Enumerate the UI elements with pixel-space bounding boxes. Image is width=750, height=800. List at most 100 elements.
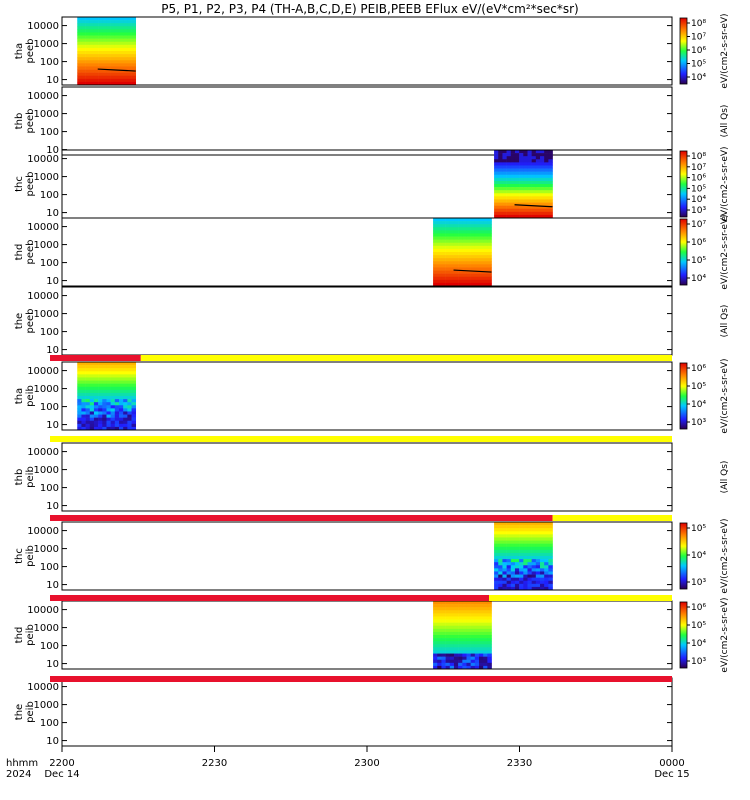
y-tick-label: 10000 bbox=[27, 291, 59, 302]
heatmap-cell bbox=[110, 69, 116, 73]
heatmap-cell bbox=[110, 374, 116, 378]
heatmap-cell bbox=[453, 218, 459, 222]
heatmap-cell bbox=[98, 423, 103, 428]
heatmap-cell bbox=[479, 616, 484, 620]
heatmap-cell bbox=[449, 248, 455, 253]
heatmap-cell bbox=[523, 549, 528, 554]
heatmap-cell bbox=[458, 264, 463, 268]
heatmap-cell bbox=[102, 60, 107, 64]
colorbar-tick-label: 10⁶ bbox=[691, 603, 706, 613]
heatmap-cell bbox=[540, 574, 545, 578]
heatmap-cell bbox=[110, 420, 116, 425]
heatmap-cell bbox=[106, 23, 111, 27]
heatmap-cell bbox=[437, 245, 442, 250]
heatmap-cell bbox=[445, 601, 451, 605]
heatmap-cell bbox=[437, 650, 442, 654]
heatmap-cell bbox=[510, 184, 516, 188]
heatmap-cell bbox=[462, 252, 467, 256]
heatmap-cell bbox=[449, 607, 455, 611]
heatmap-cell bbox=[531, 525, 537, 529]
heatmap-cell bbox=[519, 156, 524, 160]
heatmap-cell bbox=[479, 218, 484, 222]
heatmap-cell bbox=[544, 190, 549, 194]
heatmap-cell bbox=[445, 619, 451, 623]
heatmap-cell bbox=[474, 628, 480, 633]
heatmap-cell bbox=[127, 392, 132, 397]
heatmap-cell bbox=[498, 568, 503, 572]
heatmap-cell bbox=[540, 571, 545, 575]
heatmap-cell bbox=[483, 264, 488, 268]
heatmap-cell bbox=[470, 279, 476, 284]
heatmap-cell bbox=[514, 556, 520, 560]
heatmap-cell bbox=[483, 261, 488, 265]
heatmap-cell bbox=[123, 38, 128, 43]
heatmap-cell bbox=[470, 252, 476, 256]
heatmap-cell bbox=[483, 638, 488, 642]
heatmap-cell bbox=[437, 638, 442, 642]
heatmap-cell bbox=[119, 414, 124, 418]
heatmap-cell bbox=[437, 613, 442, 617]
heatmap-cell bbox=[514, 522, 520, 526]
heatmap-cell bbox=[462, 245, 467, 250]
heatmap-cell bbox=[110, 417, 116, 422]
heatmap-cell bbox=[110, 396, 116, 400]
heatmap-cell bbox=[81, 66, 86, 70]
panel-label-product: peib bbox=[25, 466, 36, 488]
heatmap-cell bbox=[441, 252, 446, 256]
heatmap-cell bbox=[106, 32, 111, 36]
heatmap-cell bbox=[502, 552, 507, 557]
heatmap-cell bbox=[127, 38, 132, 43]
heatmap-cell bbox=[106, 405, 111, 409]
heatmap-cell bbox=[506, 583, 512, 588]
heatmap-cell bbox=[445, 270, 451, 274]
heatmap-cell bbox=[102, 423, 107, 428]
heatmap-cell bbox=[119, 57, 124, 61]
heatmap-cell bbox=[535, 534, 541, 538]
heatmap-thd-peeb bbox=[433, 218, 492, 287]
heatmap-cell bbox=[514, 546, 520, 551]
heatmap-cell bbox=[123, 54, 128, 58]
heatmap-cell bbox=[102, 380, 107, 384]
heatmap-cell bbox=[85, 26, 91, 30]
heatmap-cell bbox=[433, 641, 438, 645]
heatmap-cell bbox=[510, 565, 516, 569]
heatmap-cell bbox=[123, 389, 128, 394]
heatmap-cell bbox=[98, 417, 103, 422]
heatmap-cell bbox=[102, 411, 107, 415]
colorbar-tick-label: 10⁸ bbox=[691, 152, 706, 162]
heatmap-cell bbox=[535, 211, 541, 216]
heatmap-cell bbox=[110, 408, 116, 412]
heatmap-cell bbox=[498, 162, 503, 166]
heatmap-cell bbox=[498, 552, 503, 557]
heatmap-cell bbox=[535, 180, 541, 185]
heatmap-cell bbox=[548, 543, 553, 548]
heatmap-cell bbox=[449, 644, 455, 648]
heatmap-cell bbox=[519, 565, 524, 569]
heatmap-cell bbox=[89, 368, 95, 372]
heatmap-cell bbox=[81, 38, 86, 43]
heatmap-cell bbox=[441, 656, 446, 661]
heatmap-cell bbox=[498, 171, 503, 176]
heatmap-cell bbox=[102, 78, 107, 83]
heatmap-cell bbox=[498, 208, 503, 213]
heatmap-cell bbox=[433, 656, 438, 661]
heatmap-cell bbox=[531, 583, 537, 588]
heatmap-cell bbox=[487, 227, 492, 231]
heatmap-cell bbox=[466, 665, 471, 670]
heatmap-cell bbox=[110, 51, 116, 55]
y-tick-label: 1000 bbox=[34, 700, 59, 711]
heatmap-cell bbox=[506, 168, 512, 172]
heatmap-cell bbox=[458, 616, 463, 620]
heatmap-cell bbox=[462, 659, 467, 664]
heatmap-cell bbox=[119, 408, 124, 412]
heatmap-cell bbox=[93, 81, 99, 86]
heatmap-cell bbox=[474, 267, 480, 271]
heatmap-cell bbox=[462, 616, 467, 620]
heatmap-cell bbox=[89, 41, 95, 46]
heatmap-cell bbox=[449, 258, 455, 262]
heatmap-cell bbox=[119, 47, 124, 52]
heatmap-cell bbox=[470, 224, 476, 228]
heatmap-cell bbox=[487, 239, 492, 244]
